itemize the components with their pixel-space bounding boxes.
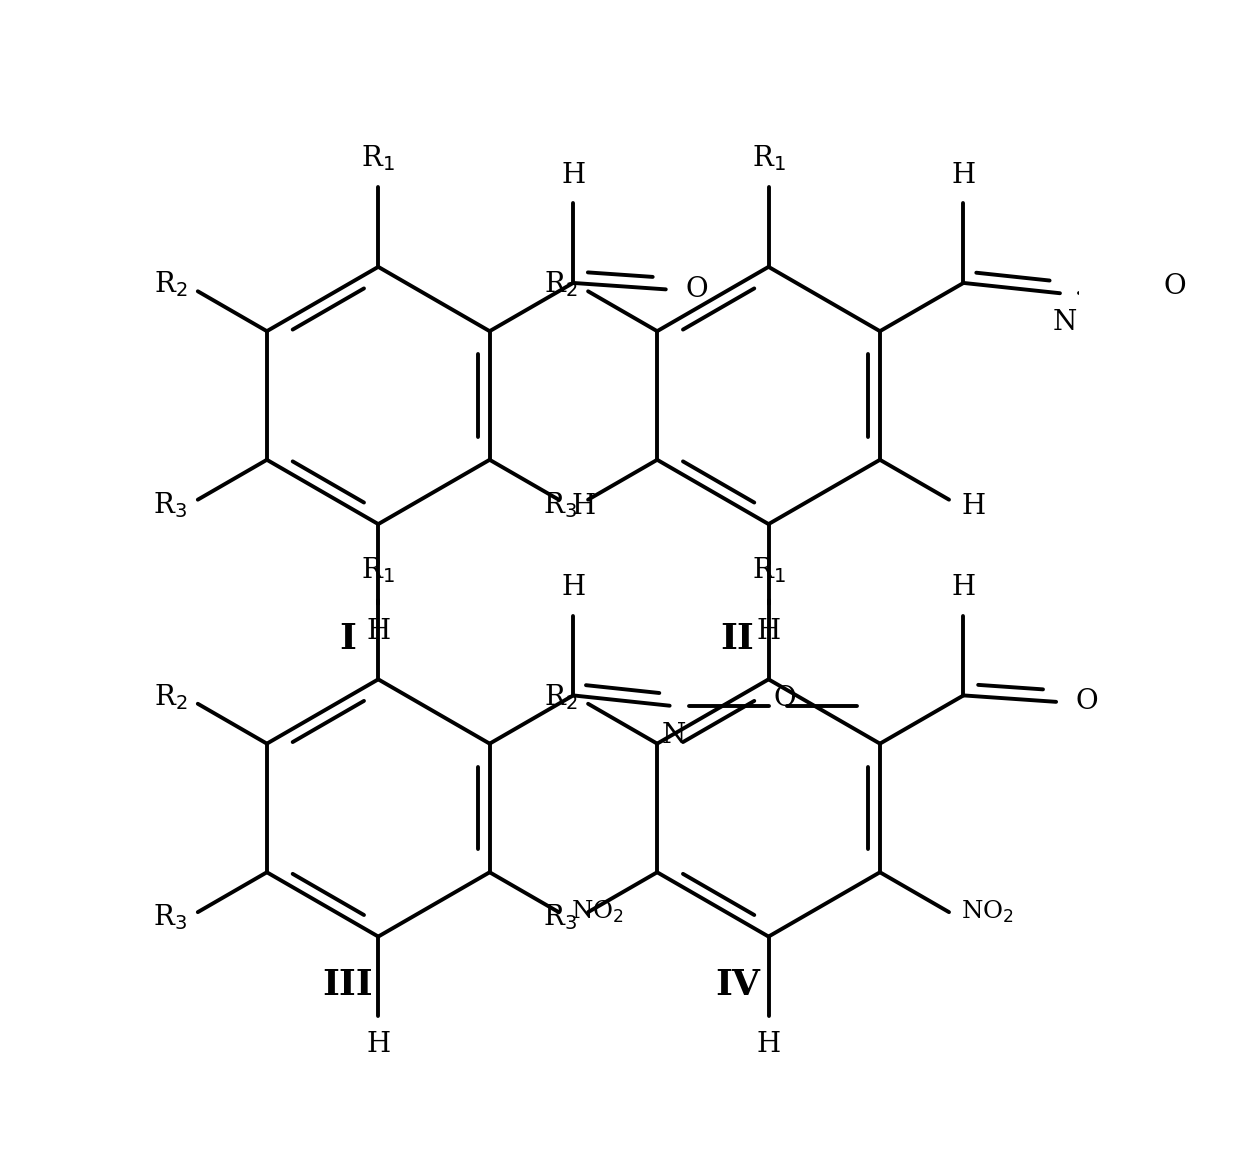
Text: II: II [720, 622, 754, 657]
Text: H: H [366, 1031, 391, 1058]
Text: III: III [322, 969, 372, 1002]
Text: R$_2$: R$_2$ [154, 270, 187, 300]
Text: H: H [951, 575, 976, 601]
Text: R$_3$: R$_3$ [543, 902, 578, 932]
Text: O: O [774, 685, 796, 712]
Text: R$_2$: R$_2$ [544, 682, 578, 712]
Text: R$_2$: R$_2$ [544, 270, 578, 300]
Text: R$_1$: R$_1$ [751, 555, 785, 585]
Text: O: O [1163, 273, 1187, 300]
Text: O: O [686, 275, 708, 303]
Text: R$_1$: R$_1$ [361, 555, 396, 585]
Text: O: O [1075, 689, 1099, 715]
Text: I: I [339, 622, 356, 657]
Text: H: H [756, 1031, 781, 1058]
Text: R$_1$: R$_1$ [751, 143, 785, 173]
Text: H: H [951, 162, 976, 189]
Text: R$_3$: R$_3$ [543, 490, 578, 520]
Text: R$_2$: R$_2$ [154, 682, 187, 712]
Text: NO$_2$: NO$_2$ [572, 899, 624, 925]
Text: H: H [562, 575, 585, 601]
Text: N: N [662, 721, 686, 749]
Text: H: H [756, 617, 781, 645]
Text: NO$_2$: NO$_2$ [961, 899, 1014, 925]
Text: R$_3$: R$_3$ [154, 490, 187, 520]
Text: H: H [366, 617, 391, 645]
Text: H: H [572, 493, 595, 521]
Text: IV: IV [715, 969, 760, 1002]
Text: N: N [1053, 309, 1076, 336]
Text: H: H [562, 162, 585, 189]
Text: R$_3$: R$_3$ [154, 902, 187, 932]
Text: R$_1$: R$_1$ [361, 143, 396, 173]
Text: H: H [961, 493, 986, 521]
